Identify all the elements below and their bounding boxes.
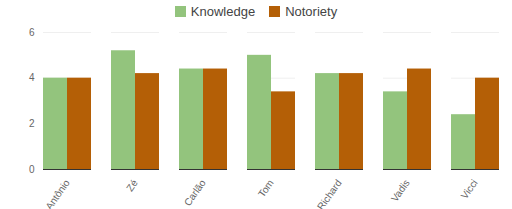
svg-text:0: 0	[29, 164, 35, 175]
svg-text:Tom: Tom	[256, 177, 276, 199]
svg-text:Zé: Zé	[124, 177, 140, 193]
html-text:Knowledge: Knowledge	[190, 3, 256, 19]
svg-text:2: 2	[29, 118, 35, 129]
svg-text:Richard: Richard	[315, 177, 344, 209]
svg-text:4: 4	[29, 72, 35, 83]
svg-text:Antônio: Antônio	[43, 177, 72, 209]
svg-text:6: 6	[29, 27, 35, 38]
svg-text:Vadis: Vadis	[389, 177, 412, 203]
svg-text:Carlão: Carlão	[182, 177, 208, 208]
svg-text:Vicci: Vicci	[459, 177, 480, 200]
html-text:Notoriety: Notoriety	[285, 3, 338, 19]
